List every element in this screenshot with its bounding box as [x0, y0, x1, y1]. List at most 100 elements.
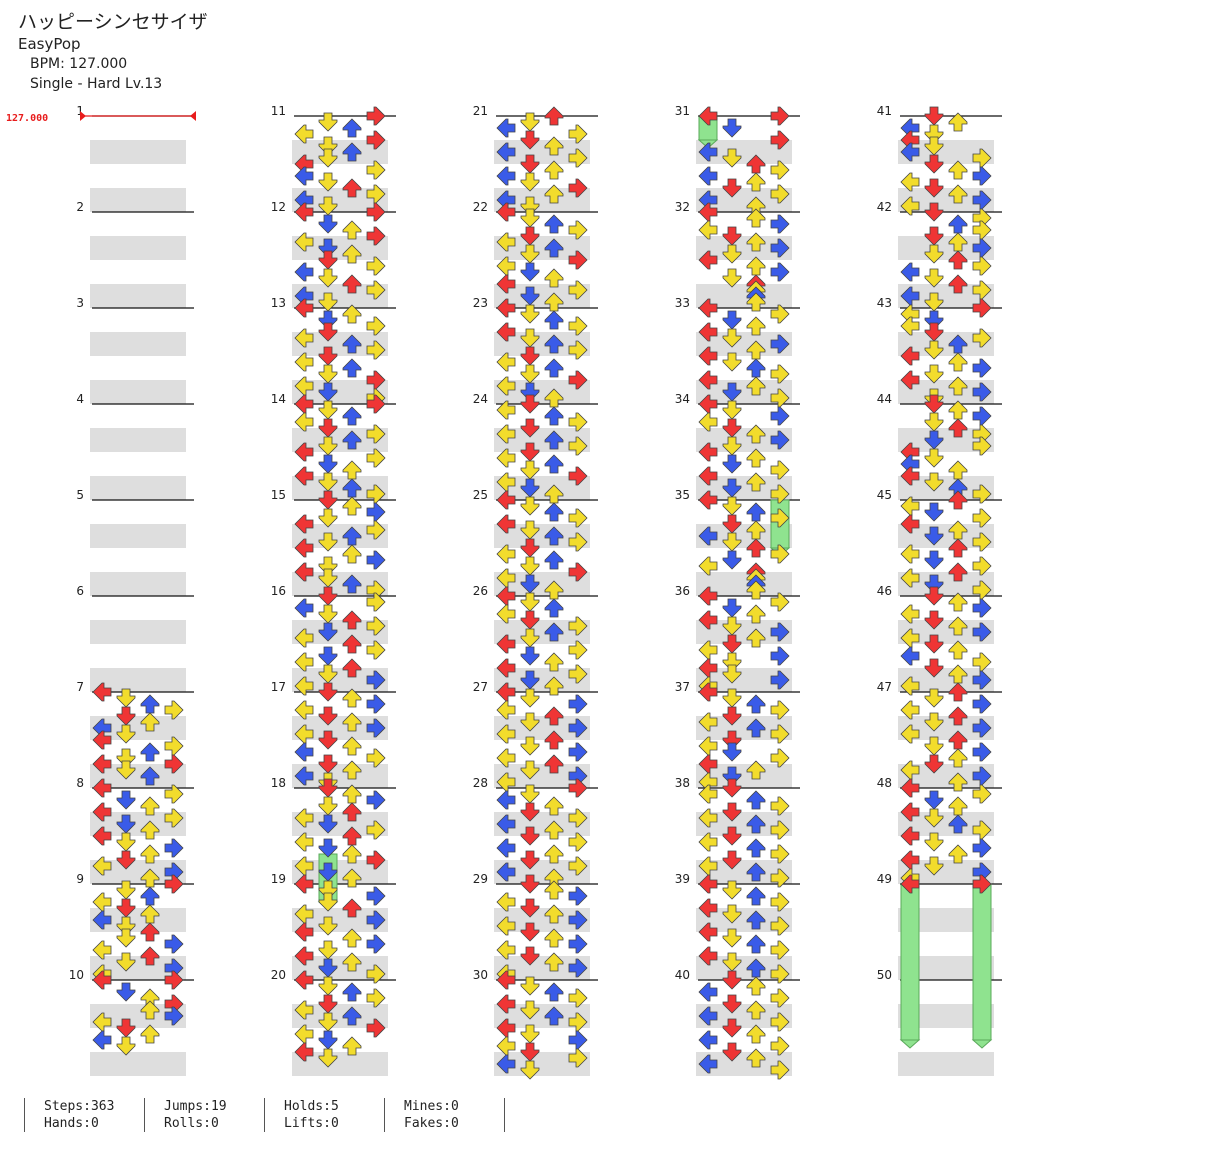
measure-number: 50 — [877, 968, 892, 982]
stat-hands: Hands:0 — [44, 1116, 99, 1131]
hold-tail — [899, 1039, 921, 1049]
song-artist: EasyPop — [18, 35, 81, 53]
song-header: ハッピーシンセサイザ EasyPop BPM: 127.000 Single -… — [18, 10, 208, 94]
measure-number: 38 — [675, 776, 690, 790]
measure-number: 49 — [877, 872, 892, 886]
stat-lifts: Lifts:0 — [284, 1116, 339, 1131]
up-arrow-icon — [140, 886, 160, 906]
up-arrow-icon — [342, 406, 362, 426]
beat-band — [90, 476, 186, 500]
hold-body — [900, 883, 920, 1041]
down-arrow-icon — [116, 790, 136, 810]
left-arrow-icon — [698, 982, 718, 1002]
beat-band — [90, 236, 186, 260]
beat-band — [898, 1052, 994, 1076]
measure-number: 26 — [473, 584, 488, 598]
right-arrow-icon — [366, 694, 386, 714]
right-arrow-icon — [568, 694, 588, 714]
measure-number: 19 — [271, 872, 286, 886]
left-arrow-icon — [496, 166, 516, 186]
right-arrow-icon — [366, 502, 386, 522]
down-arrow-icon — [924, 106, 944, 126]
up-arrow-icon — [746, 694, 766, 714]
measure-number: 13 — [271, 296, 286, 310]
beat-band — [90, 332, 186, 356]
measure-number: 40 — [675, 968, 690, 982]
right-arrow-icon — [770, 646, 790, 666]
up-arrow-icon — [544, 454, 564, 474]
measure-number: 9 — [76, 872, 84, 886]
up-arrow-icon — [342, 358, 362, 378]
up-arrow-icon — [746, 502, 766, 522]
measure-number: 10 — [69, 968, 84, 982]
hold-tail — [971, 1039, 993, 1049]
down-arrow-icon — [318, 646, 338, 666]
measure-number: 5 — [76, 488, 84, 502]
down-arrow-icon — [722, 118, 742, 138]
measure-number: 8 — [76, 776, 84, 790]
measure-number: 43 — [877, 296, 892, 310]
beat-band — [90, 572, 186, 596]
down-arrow-icon — [722, 742, 742, 762]
bpm-marker-tick-left — [80, 111, 86, 121]
measure-number: 17 — [271, 680, 286, 694]
right-arrow-icon — [568, 934, 588, 954]
right-arrow-icon — [972, 166, 992, 186]
stat-steps: Steps:363 — [44, 1099, 115, 1114]
left-arrow-icon — [900, 646, 920, 666]
right-arrow-icon — [568, 742, 588, 762]
stat-fakes: Fakes:0 — [404, 1116, 459, 1131]
measure-number: 45 — [877, 488, 892, 502]
measure-number: 42 — [877, 200, 892, 214]
up-arrow-icon — [342, 982, 362, 1002]
right-arrow-icon — [366, 934, 386, 954]
up-arrow-icon — [342, 118, 362, 138]
beat-band — [90, 620, 186, 644]
up-arrow-icon — [746, 886, 766, 906]
up-arrow-icon — [140, 694, 160, 714]
measure-number: 31 — [675, 104, 690, 118]
down-arrow-icon — [924, 502, 944, 522]
bpm-label: BPM: 127.000 — [30, 56, 128, 72]
left-arrow-icon — [92, 1030, 112, 1050]
left-arrow-icon — [698, 1030, 718, 1050]
measure-number: 2 — [76, 200, 84, 214]
measure-number: 6 — [76, 584, 84, 598]
left-arrow-icon — [294, 742, 314, 762]
right-arrow-icon — [770, 262, 790, 282]
down-arrow-icon — [318, 1030, 338, 1050]
measure-number: 21 — [473, 104, 488, 118]
measure-number: 30 — [473, 968, 488, 982]
down-arrow-icon — [924, 550, 944, 570]
right-arrow-icon — [770, 106, 790, 126]
right-arrow-icon — [972, 694, 992, 714]
measure-number: 23 — [473, 296, 488, 310]
stat-mines: Mines:0 — [404, 1099, 459, 1114]
measure-number: 7 — [76, 680, 84, 694]
left-arrow-icon — [900, 262, 920, 282]
down-arrow-icon — [722, 598, 742, 618]
beat-band — [90, 524, 186, 548]
down-arrow-icon — [924, 790, 944, 810]
stat-holds: Holds:5 — [284, 1099, 339, 1114]
measure-number: 46 — [877, 584, 892, 598]
up-arrow-icon — [746, 790, 766, 810]
step-chart: 1234567891011121314151617181920212223242… — [6, 104, 1002, 1080]
song-title: ハッピーシンセサイザ — [18, 11, 208, 33]
measure-number: 11 — [271, 104, 286, 118]
down-arrow-icon — [722, 454, 742, 474]
measure-number: 20 — [271, 968, 286, 982]
right-arrow-icon — [770, 214, 790, 234]
beat-band — [90, 1052, 186, 1076]
measure-number: 28 — [473, 776, 488, 790]
right-arrow-icon — [366, 550, 386, 570]
chart-difficulty-label: Single - Hard Lv.13 — [30, 76, 163, 92]
down-arrow-icon — [520, 262, 540, 282]
measure-number: 16 — [271, 584, 286, 598]
right-arrow-icon — [972, 358, 992, 378]
stat-rolls: Rolls:0 — [164, 1116, 219, 1131]
up-arrow-icon — [544, 406, 564, 426]
up-arrow-icon — [140, 742, 160, 762]
left-arrow-icon — [496, 838, 516, 858]
measure-number: 25 — [473, 488, 488, 502]
